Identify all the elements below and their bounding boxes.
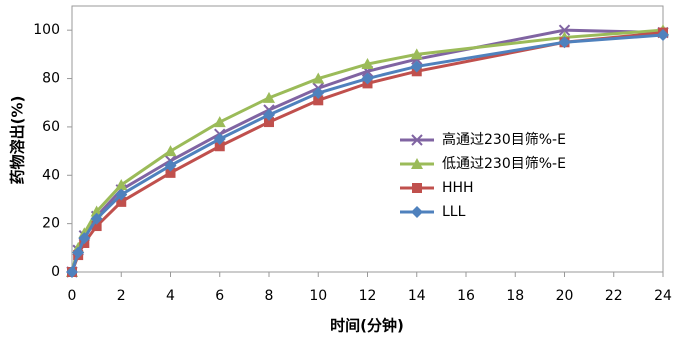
x-tick-label: 0	[68, 288, 77, 304]
marker	[66, 266, 78, 278]
marker	[361, 58, 374, 70]
marker	[164, 159, 177, 172]
marker	[115, 178, 128, 190]
x-tick-label: 24	[654, 288, 672, 304]
x-tick-label: 16	[457, 288, 475, 304]
marker	[213, 133, 226, 145]
marker	[263, 108, 275, 121]
y-tick-label: 40	[42, 167, 60, 183]
x-axis-title: 时间(分钟)	[330, 317, 404, 335]
y-tick-label: 100	[33, 22, 60, 38]
x-tick-label: 18	[506, 288, 524, 304]
y-tick-label: 20	[42, 216, 60, 232]
marker	[312, 72, 325, 84]
legend-marker	[411, 206, 423, 218]
marker	[115, 188, 128, 201]
marker	[116, 196, 127, 207]
plot-area	[71, 5, 664, 273]
x-tick-label: 14	[408, 288, 426, 304]
legend-label: 低通过230目筛%-E	[442, 156, 566, 172]
marker	[410, 48, 423, 60]
marker	[313, 95, 324, 106]
marker	[213, 116, 226, 128]
marker	[657, 29, 669, 42]
marker	[410, 60, 423, 73]
marker	[91, 221, 102, 232]
x-tick-label: 10	[309, 288, 327, 304]
y-axis-title: 药物溶出(%)	[9, 96, 27, 185]
y-tick-label: 80	[42, 71, 60, 87]
marker	[264, 117, 274, 128]
legend-marker	[412, 183, 422, 193]
x-tick-label: 6	[215, 288, 224, 304]
marker	[312, 87, 325, 100]
marker	[263, 91, 275, 103]
x-tick-label: 12	[359, 288, 377, 304]
y-tick-label: 0	[51, 264, 60, 280]
x-tick-label: 20	[556, 288, 574, 304]
legend-marker	[411, 158, 423, 169]
marker	[90, 212, 103, 225]
legend-label: LLL	[442, 204, 466, 220]
marker	[558, 24, 571, 36]
x-tick-label: 22	[605, 288, 623, 304]
x-tick-label: 4	[166, 288, 175, 304]
y-tick-label: 60	[42, 119, 60, 135]
x-tick-label: 8	[265, 288, 274, 304]
marker	[165, 167, 176, 178]
legend-marker	[411, 134, 423, 146]
legend-label: HHH	[442, 180, 474, 196]
marker	[164, 145, 177, 157]
legend-label: 高通过230目筛%-E	[442, 131, 566, 148]
marker	[214, 141, 225, 152]
marker	[361, 72, 374, 85]
marker	[72, 246, 85, 259]
marker	[558, 36, 571, 49]
marker	[78, 232, 91, 245]
x-tick-label: 2	[117, 288, 126, 304]
